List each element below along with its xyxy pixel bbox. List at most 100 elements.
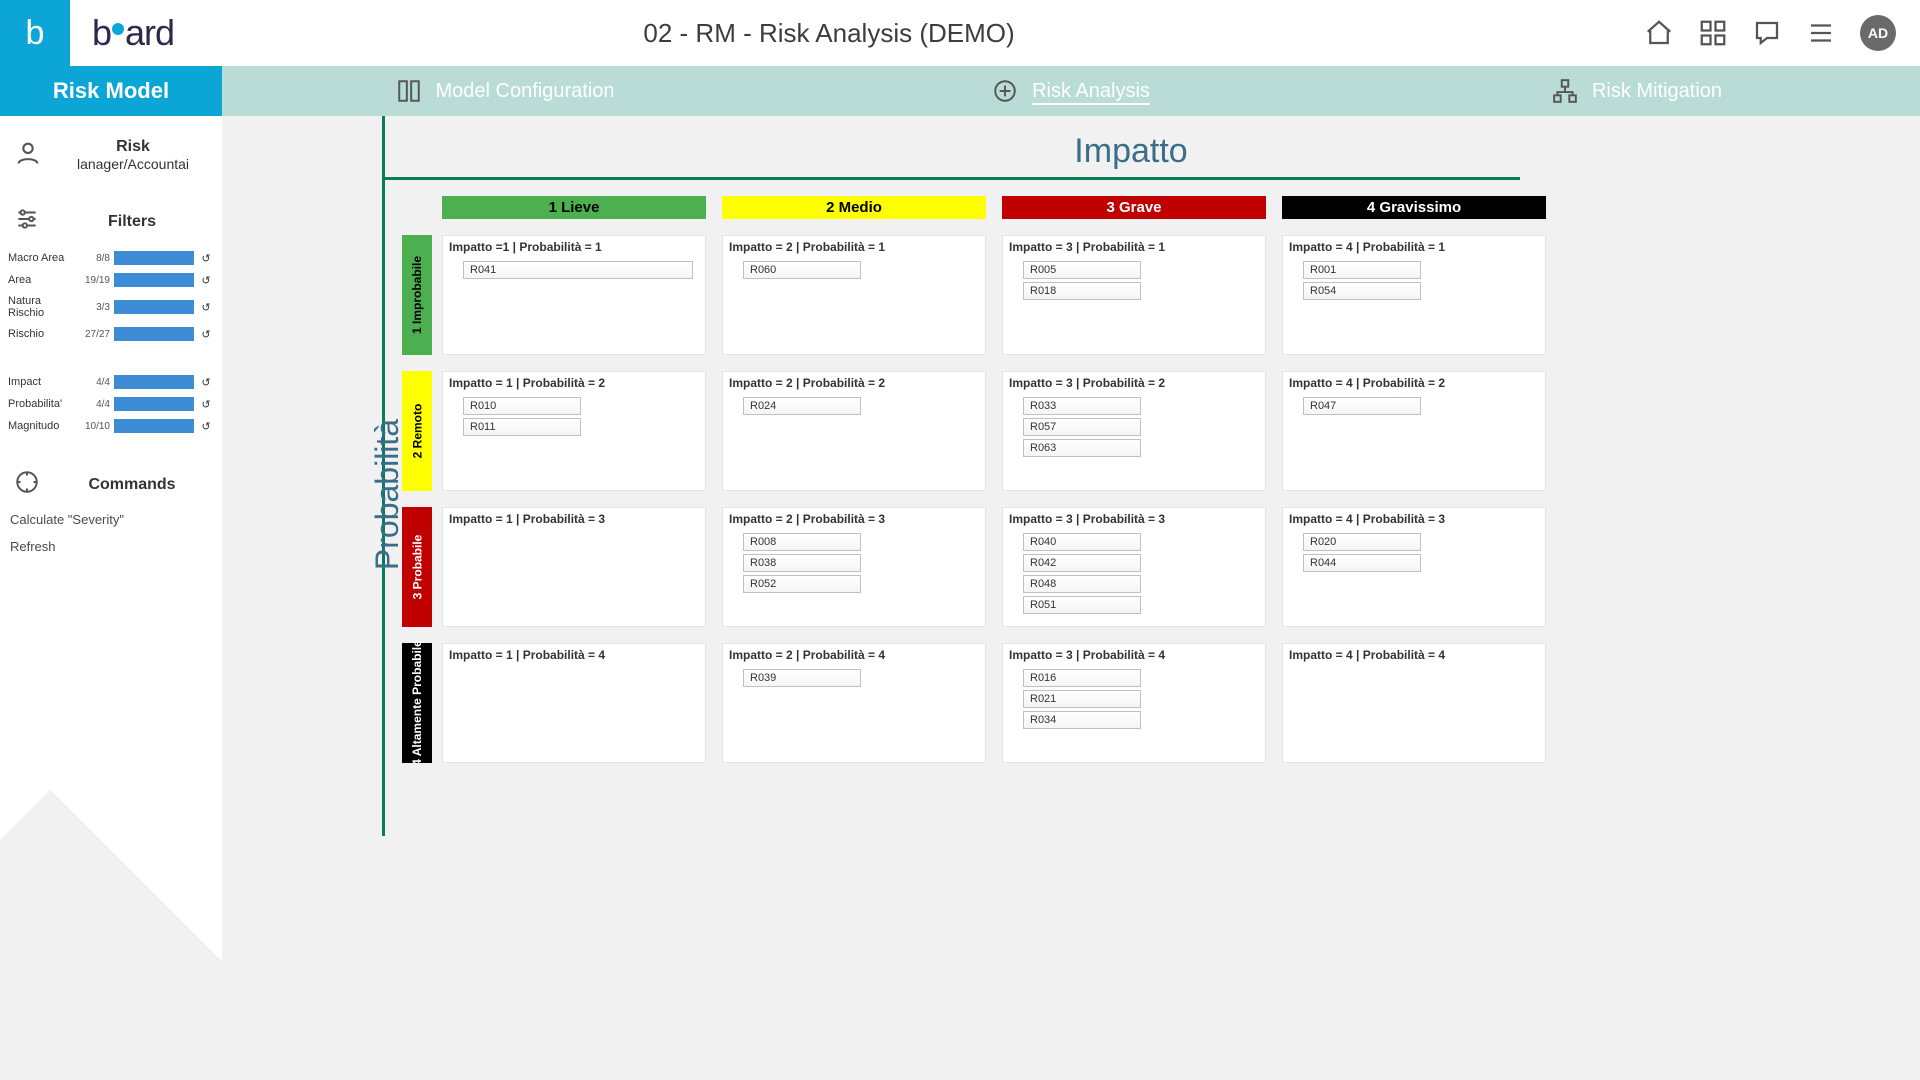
risk-item[interactable]: R041 [463,261,693,279]
filter-row[interactable]: Impact 4/4 ↺ [8,375,214,389]
filter-name: Impact [8,376,72,388]
matrix-cell: Impatto = 3 | Probabilità = 1 R005 R018 [1002,235,1266,355]
risk-item[interactable]: R042 [1023,554,1141,572]
matrix-row: 2 RemotoImpatto = 1 | Probabilità = 2R01… [402,371,1880,491]
nav-icon [992,78,1018,104]
command-item[interactable]: Calculate "Severity" [8,506,214,533]
role-sub: lanager/Accountai [56,156,210,172]
matrix-cell: Impatto =1 | Probabilità = 1 R041 [442,235,706,355]
risk-item[interactable]: R063 [1023,439,1141,457]
command-item[interactable]: Refresh [8,533,214,560]
matrix-cell: Impatto = 2 | Probabilità = 3 R008 R038 R05… [722,507,986,627]
filter-row[interactable]: Probabilita'4/4↺ [8,397,214,411]
home-icon[interactable] [1644,18,1674,48]
risk-item[interactable]: R033 [1023,397,1141,415]
risk-item[interactable]: R021 [1023,690,1141,708]
cell-title: Impatto = 4 | Probabilità = 1 [1283,236,1545,258]
grid-icon[interactable] [1698,18,1728,48]
nav-label: Risk Analysis [1032,80,1150,103]
reset-icon[interactable]: ↺ [198,328,214,341]
filter-bar [114,327,194,341]
avatar[interactable]: AD [1860,15,1896,51]
filter-name: Macro Area [8,252,72,264]
cell-title: Impatto = 3 | Probabilità = 4 [1003,644,1265,666]
topbar: b bard 02 - RM - Risk Analysis (DEMO) AD [0,0,1920,66]
col-header: 2 Medio [722,196,986,219]
filter-bar [114,397,194,411]
filter-row[interactable]: Rischio27/27↺ [8,327,214,341]
matrix-cell: Impatto = 3 | Probabilità = 4 R016 R021 R03… [1002,643,1266,763]
matrix-cell: Impatto = 2 | Probabilità = 2R024 [722,371,986,491]
matrix-cell: Impatto = 2 | Probabilità = 4R039 [722,643,986,763]
risk-item[interactable]: R011 [463,418,581,436]
risk-item[interactable]: R018 [1023,282,1141,300]
cell-title: Impatto =1 | Probabilità = 1 [443,236,705,258]
risk-item[interactable]: R024 [743,397,861,415]
filter-row[interactable]: Natura Rischio3/3↺ [8,295,214,319]
sidebar: Risk lanager/Accountai Filters Macro Are… [0,116,222,1080]
matrix-cell: Impatto = 1 | Probabilità = 4 [442,643,706,763]
top-icons: AD [1644,15,1920,51]
nav-tab-risk-analysis[interactable]: Risk Analysis [788,78,1354,104]
matrix-cell: Impatto = 2 | Probabilità = 1 R060 [722,235,986,355]
risk-item[interactable]: R047 [1303,397,1421,415]
filter-value: 10/10 [76,421,110,432]
col-header: 1 Lieve [442,196,706,219]
main: Impatto Probabilità 1 Lieve2 Medio3 Grav… [222,116,1920,1080]
cell-title: Impatto = 1 | Probabilità = 3 [443,508,705,530]
filter-row[interactable]: Magnitudo10/10↺ [8,419,214,433]
filter-name: Area [8,274,72,286]
risk-item[interactable]: R054 [1303,282,1421,300]
reset-icon[interactable]: ↺ [198,398,214,411]
nav-tab-risk-mitigation[interactable]: Risk Mitigation [1354,78,1920,104]
cell-title: Impatto = 1 | Probabilità = 4 [443,644,705,666]
reset-icon[interactable]: ↺ [198,420,214,433]
reset-icon[interactable]: ↺ [198,301,214,314]
filter-bar [114,300,194,314]
reset-icon[interactable]: ↺ [198,376,214,389]
risk-item[interactable]: R034 [1023,711,1141,729]
filter-row[interactable]: Area 19/19 ↺ [8,273,214,287]
module-title: Risk Model [0,66,222,116]
risk-item[interactable]: R039 [743,669,861,687]
chat-icon[interactable] [1752,18,1782,48]
menu-icon[interactable] [1806,18,1836,48]
risk-item[interactable]: R016 [1023,669,1141,687]
risk-item[interactable]: R005 [1023,261,1141,279]
risk-item[interactable]: R008 [743,533,861,551]
risk-item[interactable]: R048 [1023,575,1141,593]
matrix-cell: Impatto = 3 | Probabilità = 2 R033 R057 R06… [1002,371,1266,491]
reset-icon[interactable]: ↺ [198,274,214,287]
cell-title: Impatto = 2 | Probabilità = 3 [723,508,985,530]
filter-value: 4/4 [76,399,110,410]
nav-icon [396,78,422,104]
filter-value: 8/8 [76,253,110,264]
risk-item[interactable]: R038 [743,554,861,572]
matrix-cell: Impatto = 4 | Probabilità = 4 [1282,643,1546,763]
risk-item[interactable]: R044 [1303,554,1421,572]
risk-item[interactable]: R040 [1023,533,1141,551]
cell-title: Impatto = 3 | Probabilità = 2 [1003,372,1265,394]
risk-item[interactable]: R057 [1023,418,1141,436]
risk-item[interactable]: R020 [1303,533,1421,551]
filter-value: 19/19 [76,275,110,286]
filter-bar [114,273,194,287]
cell-title: Impatto = 3 | Probabilità = 1 [1003,236,1265,258]
risk-item[interactable]: R001 [1303,261,1421,279]
filter-bar [114,251,194,265]
cell-title: Impatto = 2 | Probabilità = 1 [723,236,985,258]
filter-value: 4/4 [76,377,110,388]
nav-tab-model-configuration[interactable]: Model Configuration [222,78,788,104]
filter-value: 3/3 [76,302,110,313]
row-label: 4 Altamente Probabile [402,643,432,763]
risk-item[interactable]: R010 [463,397,581,415]
filter-row[interactable]: Macro Area 8/8 ↺ [8,251,214,265]
risk-item[interactable]: R060 [743,261,861,279]
matrix-cell: Impatto = 1 | Probabilità = 2R010R011 [442,371,706,491]
risk-item[interactable]: R051 [1023,596,1141,614]
matrix-cell: Impatto = 4 | Probabilità = 2R047 [1282,371,1546,491]
risk-item[interactable]: R052 [743,575,861,593]
cell-title: Impatto = 4 | Probabilità = 4 [1283,644,1545,666]
reset-icon[interactable]: ↺ [198,252,214,265]
role-title: Risk [56,138,210,156]
